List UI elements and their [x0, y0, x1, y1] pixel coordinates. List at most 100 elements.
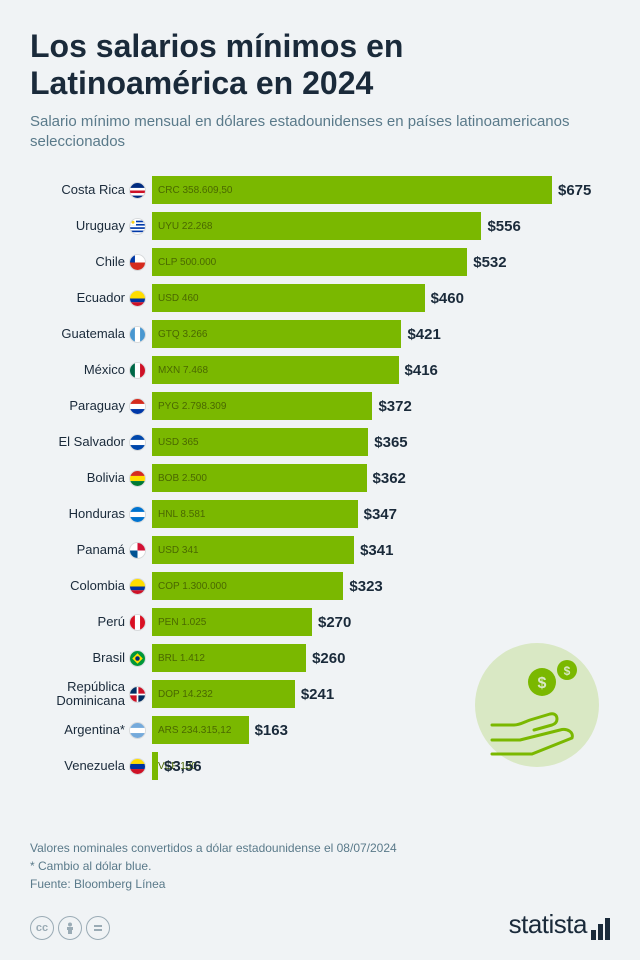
bar-row: México MXN 7.468 $416 — [30, 354, 610, 386]
local-currency-label: USD 460 — [158, 293, 199, 304]
statista-logo: statista — [509, 909, 610, 940]
local-currency-label: PYG 2.798.309 — [158, 401, 226, 412]
usd-value: $163 — [255, 722, 288, 739]
usd-value: $347 — [364, 506, 397, 523]
bar: VEF 130 — [152, 752, 158, 780]
local-currency-label: USD 365 — [158, 437, 199, 448]
usd-value: $416 — [405, 362, 438, 379]
bar: UYU 22.268 — [152, 212, 481, 240]
usd-value: $260 — [312, 650, 345, 667]
flag-icon — [129, 542, 146, 559]
local-currency-label: BRL 1.412 — [158, 653, 205, 664]
country-label: Uruguay — [76, 219, 125, 233]
usd-value: $365 — [374, 434, 407, 451]
usd-value: $3,56 — [164, 758, 202, 775]
flag-icon — [129, 470, 146, 487]
bar-row: Panamá USD 341 $341 — [30, 534, 610, 566]
country-label: Honduras — [69, 507, 125, 521]
bar: BOB 2.500 — [152, 464, 367, 492]
bar-row: Costa Rica CRC 358.609,50 $675 — [30, 174, 610, 206]
bar-row: El Salvador USD 365 $365 — [30, 426, 610, 458]
bar: COP 1.300.000 — [152, 572, 343, 600]
local-currency-label: MXN 7.468 — [158, 365, 208, 376]
local-currency-label: CRC 358.609,50 — [158, 185, 233, 196]
local-currency-label: UYU 22.268 — [158, 221, 212, 232]
flag-icon — [129, 434, 146, 451]
bar: PYG 2.798.309 — [152, 392, 372, 420]
bar: USD 460 — [152, 284, 425, 312]
flag-icon — [129, 506, 146, 523]
svg-text:$: $ — [564, 664, 571, 678]
footnote-line: Valores nominales convertidos a dólar es… — [30, 839, 610, 857]
usd-value: $323 — [349, 578, 382, 595]
flag-icon — [129, 722, 146, 739]
country-label: Perú — [98, 615, 125, 629]
usd-value: $270 — [318, 614, 351, 631]
country-label: Guatemala — [61, 327, 125, 341]
country-label: Chile — [95, 255, 125, 269]
local-currency-label: HNL 8.581 — [158, 509, 205, 520]
chart-title: Los salarios mínimos en Latinoamérica en… — [30, 28, 610, 102]
bar: MXN 7.468 — [152, 356, 399, 384]
bar-row: Honduras HNL 8.581 $347 — [30, 498, 610, 530]
country-label: Venezuela — [64, 759, 125, 773]
footnote-line: * Cambio al dólar blue. — [30, 857, 610, 875]
bar-row: Bolivia BOB 2.500 $362 — [30, 462, 610, 494]
local-currency-label: GTQ 3.266 — [158, 329, 207, 340]
bar-row: Colombia COP 1.300.000 $323 — [30, 570, 610, 602]
bar: PEN 1.025 — [152, 608, 312, 636]
flag-icon — [129, 290, 146, 307]
flag-icon — [129, 398, 146, 415]
flag-icon — [129, 686, 146, 703]
usd-value: $362 — [373, 470, 406, 487]
footnote-line: Fuente: Bloomberg Línea — [30, 875, 610, 893]
usd-value: $341 — [360, 542, 393, 559]
country-label: Costa Rica — [61, 183, 125, 197]
bar: CLP 500.000 — [152, 248, 467, 276]
country-label: Paraguay — [69, 399, 125, 413]
country-label: El Salvador — [59, 435, 125, 449]
country-label: Colombia — [70, 579, 125, 593]
bar-row: Guatemala GTQ 3.266 $421 — [30, 318, 610, 350]
bar: GTQ 3.266 — [152, 320, 401, 348]
country-label: Bolivia — [87, 471, 125, 485]
flag-icon — [129, 254, 146, 271]
usd-value: $556 — [487, 218, 520, 235]
footnotes: Valores nominales convertidos a dólar es… — [30, 839, 610, 893]
bar: DOP 14.232 — [152, 680, 295, 708]
by-icon — [58, 916, 82, 940]
local-currency-label: PEN 1.025 — [158, 617, 206, 628]
local-currency-label: BOB 2.500 — [158, 473, 207, 484]
flag-icon — [129, 614, 146, 631]
bar-row: Chile CLP 500.000 $532 — [30, 246, 610, 278]
bar-row: Paraguay PYG 2.798.309 $372 — [30, 390, 610, 422]
bar: CRC 358.609,50 — [152, 176, 552, 204]
country-label: Brasil — [92, 651, 125, 665]
country-label: República Dominicana — [30, 680, 125, 707]
country-label: Argentina* — [64, 723, 125, 737]
flag-icon — [129, 362, 146, 379]
bar-row: Uruguay UYU 22.268 $556 — [30, 210, 610, 242]
usd-value: $372 — [378, 398, 411, 415]
bar-row: Perú PEN 1.025 $270 — [30, 606, 610, 638]
cc-license-icons: cc — [30, 916, 110, 940]
flag-icon — [129, 326, 146, 343]
local-currency-label: USD 341 — [158, 545, 199, 556]
local-currency-label: COP 1.300.000 — [158, 581, 227, 592]
hand-money-icon: $ $ — [472, 640, 602, 770]
local-currency-label: CLP 500.000 — [158, 257, 216, 268]
flag-icon — [129, 578, 146, 595]
bar: USD 341 — [152, 536, 354, 564]
usd-value: $675 — [558, 182, 591, 199]
country-label: México — [84, 363, 125, 377]
svg-text:$: $ — [538, 675, 547, 692]
local-currency-label: DOP 14.232 — [158, 689, 213, 700]
local-currency-label: ARS 234.315,12 — [158, 725, 231, 736]
usd-value: $532 — [473, 254, 506, 271]
chart-subtitle: Salario mínimo mensual en dólares estado… — [30, 112, 610, 153]
usd-value: $241 — [301, 686, 334, 703]
nd-icon — [86, 916, 110, 940]
bar: HNL 8.581 — [152, 500, 358, 528]
cc-icon: cc — [30, 916, 54, 940]
flag-icon — [129, 758, 146, 775]
